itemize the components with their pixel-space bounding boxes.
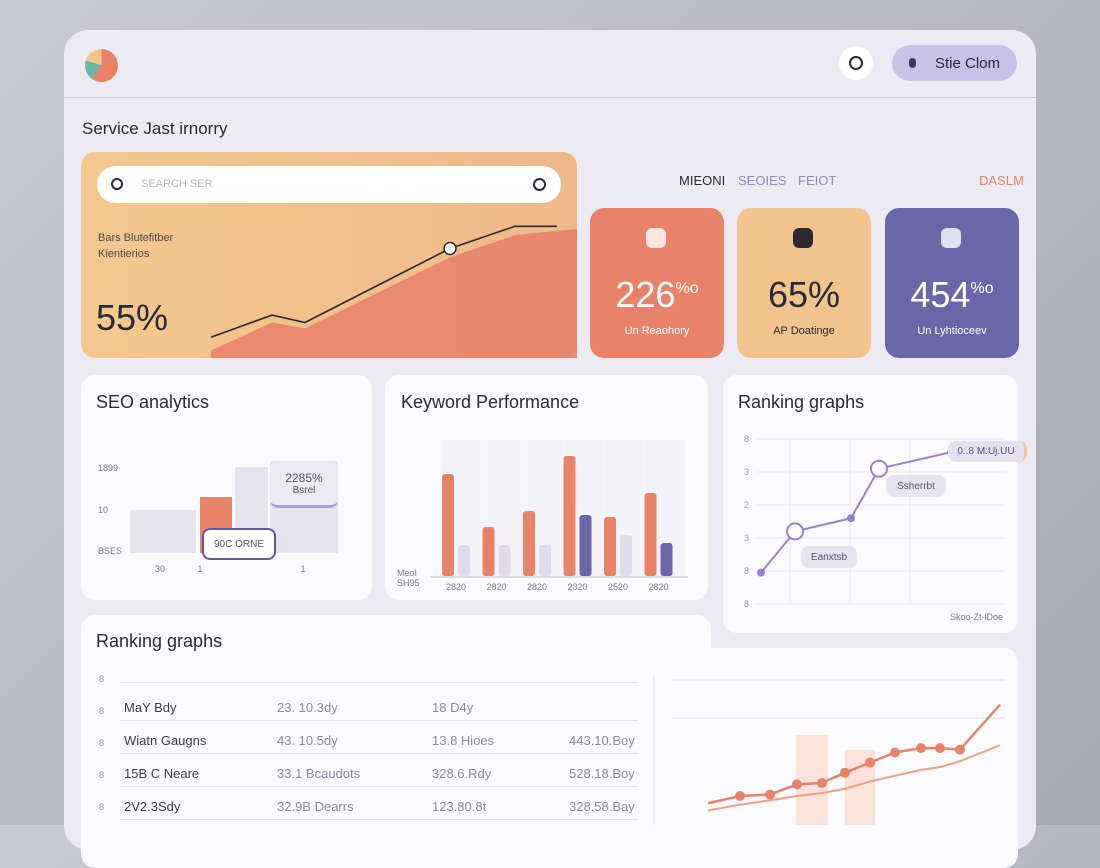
user-icon: [909, 58, 916, 68]
stat-card[interactable]: 65% AP Doatinge: [737, 208, 871, 358]
table-cell: 13.8 Hioes: [432, 733, 495, 748]
page: Stie Clom Service Jast irnorry SEARCH SE…: [0, 0, 1100, 850]
stat-label: Un Lyhtioceev: [917, 325, 987, 337]
stat-unit: %o: [675, 280, 699, 297]
tooltip-text: Bsrel: [292, 484, 316, 496]
hero-subtitle: Kientierios: [98, 248, 150, 260]
table-cell: 23. 10.3dy: [277, 700, 338, 715]
x-axis-label: Skoo-Zt-lDoe: [950, 612, 1004, 622]
row-divider: [120, 720, 638, 721]
stat-value: 454%o: [885, 274, 1019, 316]
stat-card[interactable]: 454%o Un Lyhtioceev: [885, 208, 1019, 358]
tooltip: 0..8 M:Uj.UU: [948, 441, 1027, 462]
row-marker: 8: [99, 674, 105, 684]
row-marker: 8: [99, 802, 105, 812]
stat-icon: [646, 228, 666, 248]
table-cell: 15B C Neare: [124, 766, 200, 781]
user-name[interactable]: Stie Clom: [935, 55, 1001, 72]
hero-subtitle: Bars Blutefitber: [98, 232, 174, 244]
tab-right[interactable]: DASLM: [979, 173, 1024, 188]
card-title: Ranking graphs: [738, 392, 865, 412]
row-divider: [120, 786, 638, 787]
header-divider: [64, 97, 1036, 98]
search-bar[interactable]: SEARCH SER: [97, 166, 561, 203]
card-title: Keyword Performance: [401, 392, 580, 412]
hero-value: 55%: [96, 297, 169, 338]
stat-icon: [793, 228, 813, 248]
row-marker: 8: [99, 706, 105, 716]
bottom-card: [81, 648, 1018, 868]
table-cell: 123.80.8t: [432, 799, 487, 814]
tab[interactable]: SEOIES: [738, 173, 787, 188]
page-title: Service Jast irnorry: [82, 119, 228, 138]
axis-label: MeoI: [397, 568, 418, 578]
table-cell: MaY Bdy: [124, 700, 177, 715]
table-cell: 328.6.Rdy: [432, 766, 492, 781]
user-menu[interactable]: Stie Clom: [892, 45, 1017, 81]
stat-value: 65%: [737, 274, 871, 316]
tab[interactable]: FEIOT: [798, 173, 837, 188]
table-cell: 32.9B Dearrs: [277, 799, 354, 814]
table-cell: 528.18.Boy: [569, 766, 635, 781]
stat-number: 226: [615, 274, 676, 315]
row-divider: [120, 753, 638, 754]
tab[interactable]: MIEONI: [679, 173, 726, 188]
table-cell: 33.1 Bcaudots: [277, 766, 361, 781]
row-marker: 8: [99, 738, 105, 748]
table-cell: Wiatn Gaugns: [124, 733, 207, 748]
stat-card[interactable]: 226%o Un Reaohory: [590, 208, 724, 358]
row-marker: 8: [99, 770, 105, 780]
tooltip: Ssherrbt: [886, 475, 946, 497]
table-cell: 18 D4y: [432, 700, 474, 715]
tooltip: Eanxtsb: [801, 546, 857, 568]
tag: 90C ORNE: [202, 528, 276, 560]
ranking-card: [723, 375, 1018, 633]
stat-label: Un Reaohory: [624, 325, 690, 337]
search-placeholder[interactable]: SEARCH SER: [141, 178, 213, 190]
table-cell: 43. 10.5dy: [277, 733, 338, 748]
table-cell: 443.10.Boy: [569, 733, 635, 748]
table-cell: 328.58.Bay: [569, 799, 635, 814]
logo[interactable]: [85, 49, 118, 82]
tooltip: 2285% Bsrel: [270, 461, 338, 508]
stat-label: AP Doatinge: [773, 325, 835, 337]
table-cell: 2V2.3Sdy: [124, 799, 181, 814]
tooltip-text: 2285%: [285, 470, 323, 485]
card-title: SEO analytics: [96, 392, 210, 412]
stat-value: 226%o: [590, 274, 724, 316]
stat-number: 65%: [767, 274, 841, 315]
stat-number: 454: [910, 274, 971, 315]
stat-icon: [941, 228, 961, 248]
stat-unit: %o: [970, 280, 994, 297]
notification-button[interactable]: [839, 46, 873, 80]
card-title: Ranking graphs: [96, 631, 223, 651]
table-header-line: [120, 682, 638, 683]
axis-label: SH95: [397, 578, 420, 588]
row-divider: [120, 819, 638, 820]
